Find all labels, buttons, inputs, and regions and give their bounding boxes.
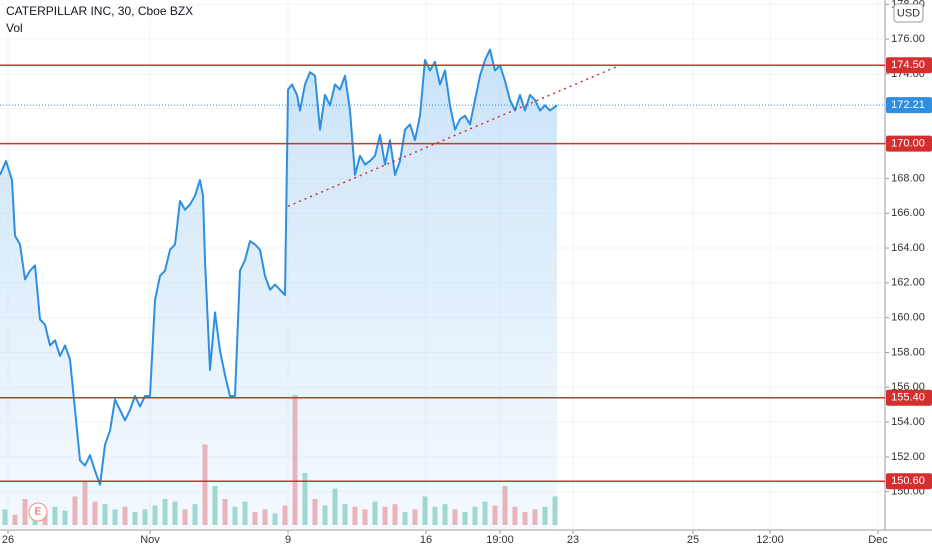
y-tick-label: 168.00 — [891, 172, 925, 184]
trendline — [287, 64, 621, 207]
chart-subtitle: Vol — [6, 21, 23, 35]
y-tick-label: 166.00 — [891, 207, 925, 219]
level-box — [886, 389, 932, 406]
y-tick-label: 152.00 — [891, 451, 925, 463]
level-label: 155.40 — [891, 392, 925, 404]
chart-title: CATERPILLAR INC, 30, Cboe BZX — [6, 4, 193, 18]
x-tick-label: 16 — [420, 534, 432, 546]
title-bg — [4, 3, 172, 19]
x-tick-label: 9 — [285, 534, 291, 546]
x-tick-label: 12:00 — [756, 534, 784, 546]
x-tick-label: 26 — [2, 534, 14, 546]
earnings-label: E — [35, 507, 42, 518]
earnings-marker — [28, 502, 48, 522]
y-tick-label: 164.00 — [891, 242, 925, 254]
level-label: 170.00 — [891, 138, 925, 150]
x-tick-label: 19:00 — [486, 534, 514, 546]
currency-label: USD — [897, 7, 920, 19]
level-label: 150.60 — [891, 475, 925, 487]
x-tick-label: Nov — [140, 534, 160, 546]
last-price-label: 172.21 — [891, 99, 925, 111]
x-tick-label: 25 — [687, 534, 699, 546]
y-tick-label: 158.00 — [891, 346, 925, 358]
level-box — [886, 135, 932, 152]
level-box — [886, 57, 932, 74]
level-label: 174.50 — [891, 59, 925, 71]
y-tick-label: 160.00 — [891, 312, 925, 324]
x-tick-label: Dec — [868, 534, 888, 546]
level-box — [886, 473, 932, 490]
y-tick-label: 176.00 — [891, 33, 925, 45]
area-fill — [0, 49, 557, 530]
y-tick-label: 154.00 — [891, 416, 925, 428]
y-tick-label: 162.00 — [891, 277, 925, 289]
currency-box — [893, 3, 924, 23]
last-price-box — [886, 97, 932, 114]
x-tick-label: 23 — [567, 534, 579, 546]
price-line — [0, 48, 558, 486]
